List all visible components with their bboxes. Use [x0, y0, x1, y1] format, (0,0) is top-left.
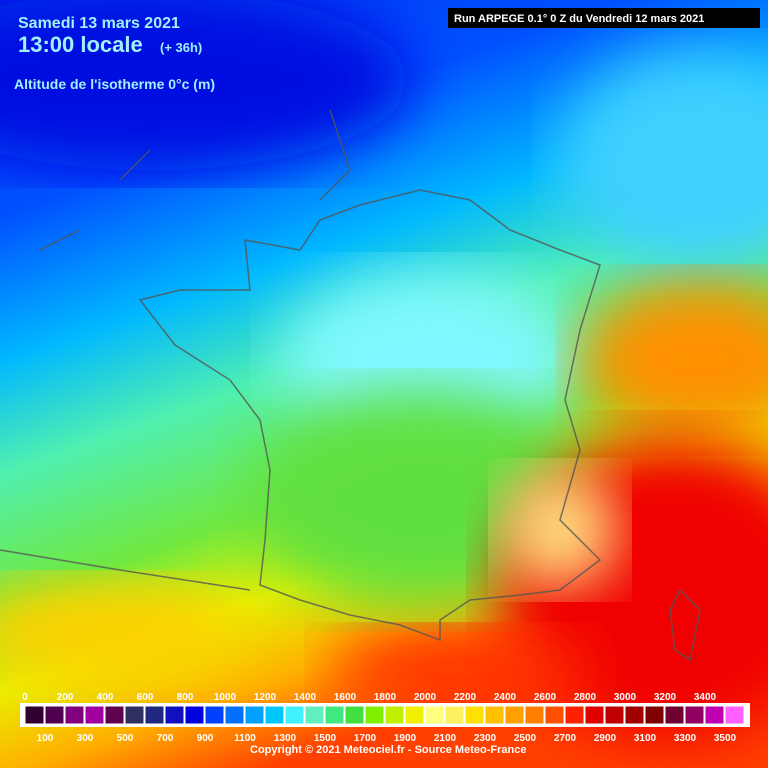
legend-label: 1100: [234, 733, 256, 744]
legend-swatch: [444, 705, 465, 725]
legend-label: 2500: [514, 733, 537, 744]
legend-label: 2000: [414, 692, 437, 703]
legend-label: 500: [117, 733, 134, 744]
legend-label: 2200: [454, 692, 477, 703]
legend-label: 2300: [474, 733, 497, 744]
legend-swatch: [244, 705, 265, 725]
legend-label: 400: [97, 692, 114, 703]
legend-swatch: [284, 705, 305, 725]
borders: [0, 109, 701, 662]
legend-swatch: [104, 705, 125, 725]
legend-label: 100: [37, 733, 54, 744]
legend-label: 2100: [434, 733, 457, 744]
legend-swatch: [324, 705, 345, 725]
legend-swatch: [84, 705, 105, 725]
legend-label: 3300: [674, 733, 697, 744]
legend-label: 900: [197, 733, 214, 744]
legend-swatch: [544, 705, 565, 725]
legend-swatch: [524, 705, 545, 725]
legend-swatch: [164, 705, 185, 725]
legend-swatch: [144, 705, 165, 725]
legend-label: 3100: [634, 733, 657, 744]
copyright: Copyright © 2021 Meteociel.fr - Source M…: [250, 744, 526, 756]
legend-label: 3200: [654, 692, 677, 703]
legend-swatch: [24, 705, 45, 725]
legend-swatch: [564, 705, 585, 725]
legend-swatch: [304, 705, 325, 725]
legend-label: 1700: [354, 733, 377, 744]
legend-label: 700: [157, 733, 174, 744]
legend-swatch: [124, 705, 145, 725]
legend-label: 800: [177, 692, 194, 703]
legend-swatch: [64, 705, 85, 725]
legend-label: 1600: [334, 692, 357, 703]
legend-label: 1300: [274, 733, 297, 744]
legend-label: 2900: [594, 733, 617, 744]
legend-swatch: [584, 705, 605, 725]
legend: 0 100 200 300 400 500 600 700 800 900 1000 1100 1200…: [20, 692, 750, 744]
legend-label: 1900: [394, 733, 417, 744]
legend-swatch: [504, 705, 525, 725]
legend-swatch: [44, 705, 65, 725]
run: Run ARPEGE 0.1° 0 Z du Vendredi 12 mars …: [454, 13, 704, 25]
legend-swatch: [424, 705, 445, 725]
legend-label: 2800: [574, 692, 597, 703]
time: 13:00 locale: [18, 32, 143, 57]
legend-label: 3400: [694, 692, 717, 703]
legend-swatch: [364, 705, 385, 725]
legend-label: 1000: [214, 692, 237, 703]
lead: (+ 36h): [160, 40, 202, 55]
legend-swatch: [264, 705, 285, 725]
legend-label: 0: [22, 692, 28, 703]
legend-label: 200: [57, 692, 74, 703]
legend-label: 1500: [314, 733, 337, 744]
legend-label: 3000: [614, 692, 637, 703]
legend-swatch: [484, 705, 505, 725]
legend-swatch: [724, 705, 745, 725]
date: Samedi 13 mars 2021: [18, 15, 180, 32]
legend-swatch: [624, 705, 645, 725]
legend-swatch: [464, 705, 485, 725]
legend-swatch: [344, 705, 365, 725]
legend-label: 1200: [254, 692, 277, 703]
legend-swatch: [664, 705, 685, 725]
legend-label: 2600: [534, 692, 557, 703]
legend-swatch: [224, 705, 245, 725]
run-box: [448, 8, 760, 28]
legend-swatch: [404, 705, 425, 725]
legend-label: 300: [77, 733, 94, 744]
legend-swatch: [184, 705, 205, 725]
parameter: Altitude de l'isotherme 0°c (m): [14, 76, 215, 92]
legend-label: 1400: [294, 692, 317, 703]
legend-label: 1800: [374, 692, 397, 703]
legend-label: 600: [137, 692, 154, 703]
legend-label: 2700: [554, 733, 577, 744]
legend-swatch: [684, 705, 705, 725]
legend-swatch: [204, 705, 225, 725]
legend-label: 2400: [494, 692, 517, 703]
legend-swatch: [604, 705, 625, 725]
legend-label: 3500: [714, 733, 737, 744]
legend-swatch: [644, 705, 665, 725]
legend-swatch: [704, 705, 725, 725]
legend-swatch: [384, 705, 405, 725]
